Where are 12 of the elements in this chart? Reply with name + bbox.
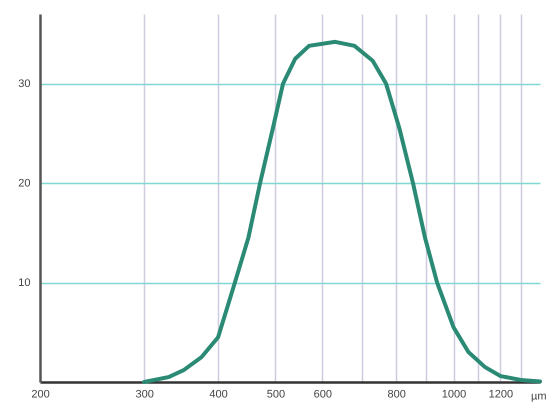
x-tick-label: 600 — [314, 388, 332, 400]
y-tick-label: 20 — [18, 178, 30, 190]
x-tick-label: 200 — [31, 388, 50, 400]
x-tick-label: 500 — [266, 388, 286, 400]
y-tick-label: 10 — [18, 277, 30, 290]
x-axis-title: µm — [530, 390, 546, 402]
x-tick-label: 300 — [136, 388, 154, 400]
x-tick-label: 1000 — [442, 388, 466, 400]
x-tick-label: 400 — [209, 388, 228, 400]
y-tick-label: 30 — [18, 78, 30, 90]
x-tick-label: 800 — [388, 388, 406, 400]
x-tick-label: 1200 — [488, 388, 514, 400]
